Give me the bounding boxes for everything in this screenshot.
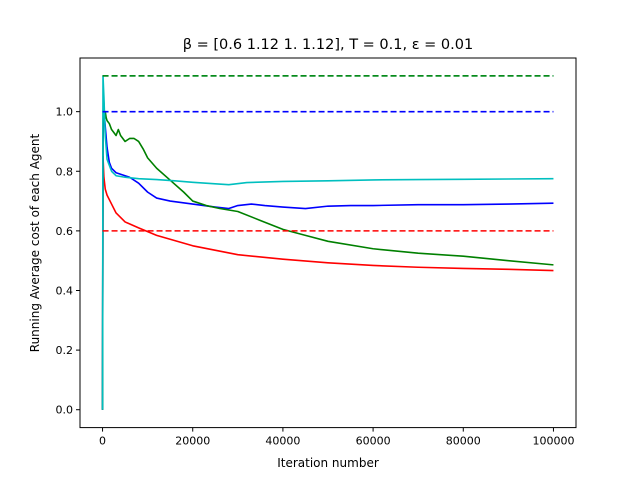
x-tick-label: 80000 bbox=[446, 435, 481, 448]
y-tick-label: 0.2 bbox=[56, 344, 74, 357]
series-layer bbox=[101, 75, 554, 410]
x-tick-label: 0 bbox=[99, 435, 106, 448]
y-tick-label: 1.0 bbox=[56, 106, 74, 119]
series-line-3 bbox=[101, 75, 554, 410]
series-line-0 bbox=[101, 155, 554, 410]
y-tick-label: 0.8 bbox=[56, 165, 74, 178]
plot-frame bbox=[79, 57, 577, 429]
y-tick-label: 0.6 bbox=[56, 225, 74, 238]
tick-layer: 0 20000 40000 60000 80000 100000 0.0 0.2 0.4 0.6 0… bbox=[56, 106, 575, 448]
y-tick-label: 0.0 bbox=[56, 404, 74, 417]
y-axis-label: Running Average cost of each Agent bbox=[28, 133, 42, 352]
x-tick-label: 100000 bbox=[532, 435, 574, 448]
x-tick-label: 60000 bbox=[356, 435, 391, 448]
y-tick-label: 0.4 bbox=[56, 284, 74, 297]
x-tick-label: 40000 bbox=[265, 435, 300, 448]
series-line-2 bbox=[101, 92, 554, 410]
chart-title: β = [0.6 1.12 1. 1.12], T = 0.1, ε = 0.0… bbox=[183, 37, 473, 53]
x-axis-label: Iteration number bbox=[277, 456, 379, 470]
x-tick-label: 20000 bbox=[175, 435, 210, 448]
series-line-1 bbox=[101, 107, 554, 410]
